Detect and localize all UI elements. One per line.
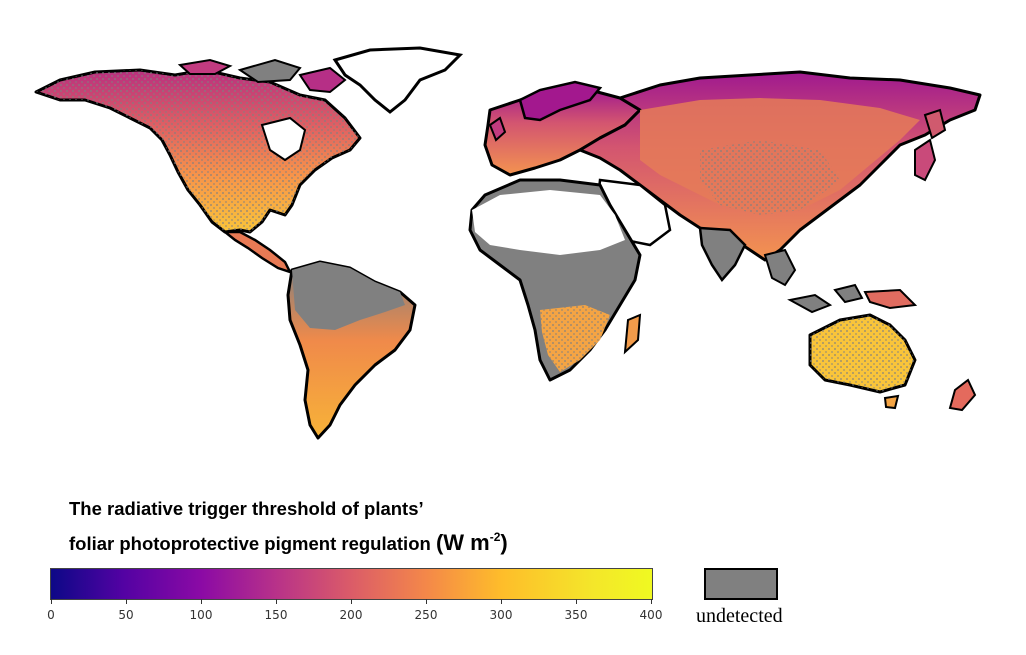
unit-close: ) [500, 530, 508, 555]
central-america [221, 230, 293, 275]
colorbar-tick-label: 150 [264, 608, 288, 622]
colorbar-tick-label: 400 [639, 608, 663, 622]
colorbar-tick-label: 0 [47, 608, 55, 622]
colorbar-tick-label: 350 [564, 608, 588, 622]
unit-text: (W m [435, 530, 490, 555]
undetected-swatch [704, 568, 778, 600]
colorbar-tick [576, 599, 577, 604]
colorbar-tick-label: 200 [339, 608, 363, 622]
greenland [332, 46, 464, 114]
title-line-2-text: foliar photoprotective pigment regulatio… [69, 533, 431, 554]
colorbar-tick-label: 50 [118, 608, 134, 622]
title-line-2: foliar photoprotective pigment regulatio… [69, 523, 709, 558]
undetected-label: undetected [696, 605, 783, 627]
colorbar-tick [201, 599, 202, 604]
colorbar-tick-label: 300 [489, 608, 513, 622]
colorbar [50, 568, 653, 600]
unit-exponent: -2 [489, 530, 501, 544]
colorbar-tick [51, 599, 52, 604]
map-title: The radiative trigger threshold of plant… [69, 495, 709, 558]
colorbar-tick [351, 599, 352, 604]
colorbar-tick [501, 599, 502, 604]
unit-label: (W m-2) [436, 530, 508, 555]
colorbar-tick-label: 250 [414, 608, 438, 622]
colorbar-tick [426, 599, 427, 604]
colorbar-tick [276, 599, 277, 604]
colorbar-tick [126, 599, 127, 604]
world-map [34, 46, 982, 440]
title-line-1: The radiative trigger threshold of plant… [69, 498, 424, 519]
colorbar-tick-label: 100 [189, 608, 213, 622]
colorbar-tick [651, 599, 652, 604]
